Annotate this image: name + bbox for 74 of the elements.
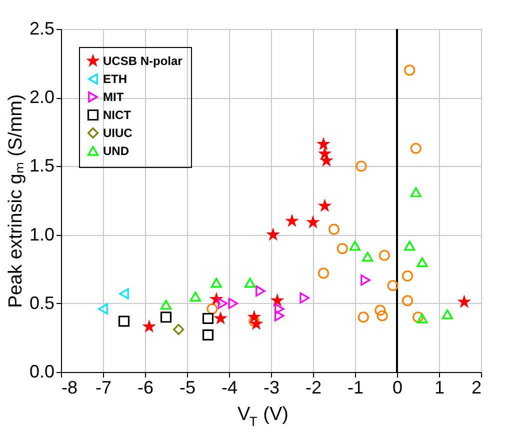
point	[404, 64, 416, 76]
point	[358, 312, 369, 323]
point	[410, 187, 422, 198]
point	[356, 160, 367, 172]
point	[318, 268, 330, 279]
point	[410, 142, 422, 154]
point	[318, 138, 329, 149]
point	[404, 240, 416, 251]
point	[218, 298, 228, 309]
point	[374, 304, 386, 316]
point	[215, 312, 226, 324]
point	[300, 292, 310, 304]
y-tick-label: 0.5	[29, 292, 54, 313]
point	[160, 312, 172, 323]
y-tick-label: 2.0	[29, 87, 54, 108]
point	[144, 321, 155, 332]
point	[173, 324, 184, 336]
point	[319, 200, 330, 211]
point	[244, 278, 256, 288]
legend-label: UND	[103, 144, 130, 158]
point	[402, 270, 414, 282]
point	[458, 296, 470, 307]
y-axis-title: Peak extrinsic gₘ (S/mm)	[5, 94, 26, 308]
y-tick-label: 0.0	[29, 362, 54, 382]
y-tick-label: 1.5	[29, 156, 54, 176]
point	[274, 310, 284, 322]
point	[202, 329, 214, 340]
point	[416, 314, 428, 324]
point	[228, 298, 238, 309]
point	[362, 252, 374, 262]
legend-label: MIT	[103, 90, 124, 104]
x-tick-label: 1	[434, 378, 445, 398]
x-tick-label: -6	[137, 378, 154, 398]
point	[160, 300, 172, 310]
point	[387, 280, 398, 292]
point	[98, 303, 108, 314]
point	[360, 274, 370, 286]
point	[328, 224, 340, 235]
point	[256, 286, 266, 297]
point	[336, 242, 348, 254]
point	[206, 303, 218, 314]
x-tick-label: -8	[62, 378, 78, 398]
point	[119, 288, 129, 300]
point	[349, 240, 361, 251]
x-tick-label: -7	[95, 378, 112, 398]
y-tick-label: 1.0	[29, 224, 54, 244]
point	[202, 312, 214, 324]
x-tick-label: 0	[392, 378, 403, 398]
point	[118, 316, 130, 327]
point	[250, 318, 262, 329]
x-tick-label: -2	[305, 378, 322, 398]
legend-label: NICT	[103, 108, 132, 122]
point	[376, 310, 388, 322]
legend-label: UCSB N-polar	[103, 54, 183, 68]
x-tick-label: 2	[471, 378, 482, 398]
point	[402, 295, 414, 306]
x-tick-label: -1	[347, 378, 364, 398]
point	[268, 229, 278, 240]
point	[378, 250, 390, 261]
legend-label: UIUC	[103, 126, 133, 140]
point	[190, 292, 201, 302]
x-tick-label: -5	[179, 378, 196, 398]
x-tick-label: -3	[263, 378, 280, 398]
point	[416, 257, 428, 268]
y-tick-label: 2.5	[29, 18, 54, 38]
point	[412, 312, 424, 323]
legend-label: ETH	[103, 72, 127, 86]
point	[308, 216, 318, 228]
point	[272, 295, 283, 306]
point	[442, 309, 453, 320]
point	[210, 278, 222, 288]
point	[321, 155, 332, 166]
point	[274, 303, 284, 314]
x-tick-label: -4	[221, 378, 238, 398]
